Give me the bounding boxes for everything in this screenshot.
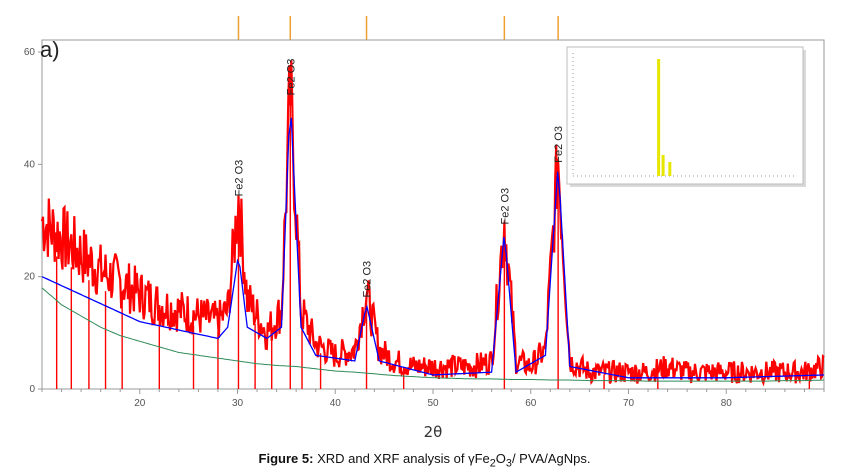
- inset-frame: [566, 46, 804, 185]
- caption-text-before: XRD and XRF analysis of γFe: [313, 451, 490, 466]
- reference-markers: [237, 16, 559, 40]
- peak-label-2: Fe2 O3: [362, 261, 374, 298]
- series-blue-line: [41, 117, 824, 379]
- y-tick-label: 60: [24, 47, 36, 58]
- caption-label: Figure 5:: [258, 451, 314, 466]
- y-axis: 0 20 40 60: [24, 47, 42, 395]
- panel-label: a): [40, 37, 60, 62]
- y-tick-label: 40: [24, 159, 36, 170]
- figure-caption: Figure 5: XRD and XRF analysis of γFe2O3…: [0, 451, 849, 470]
- peak-labels: Fe2 O3 Fe2 O3 Fe2 O3 Fe2 O3 Fe2 O3: [233, 59, 565, 298]
- x-axis-label: 2θ: [424, 423, 443, 441]
- x-tick-label: 40: [330, 398, 342, 409]
- series-green-line: [41, 287, 825, 382]
- inset-bar-1: [661, 154, 665, 176]
- x-tick-label: 70: [623, 398, 635, 409]
- caption-text-mid: O: [495, 451, 506, 466]
- peak-label-4: Fe2 O3: [553, 126, 565, 163]
- x-tick-label: 80: [721, 398, 733, 409]
- inset-bar-2: [668, 161, 672, 176]
- x-axis: 20 30 40 50 60 70 80: [41, 389, 825, 409]
- x-tick-label: 20: [134, 398, 146, 409]
- series-lines: [40, 60, 825, 387]
- x-tick-label: 50: [427, 398, 439, 409]
- inset-bar-0: [657, 59, 661, 176]
- caption-sub-1: 2: [489, 457, 496, 470]
- peak-label-1: Fe2 O3: [285, 59, 297, 96]
- caption-text-after: / PVA/AgNps.: [511, 451, 591, 466]
- caption-sub-2: 3: [505, 457, 512, 470]
- peak-label-0: Fe2 O3: [233, 160, 245, 197]
- y-tick-label: 20: [24, 272, 36, 283]
- x-tick-label: 60: [525, 398, 537, 409]
- xrf-inset: [566, 46, 806, 187]
- series-red-line: [40, 60, 825, 387]
- y-tick-label: 0: [29, 384, 35, 395]
- x-tick-label: 30: [232, 398, 244, 409]
- peak-label-3: Fe2 O3: [499, 188, 511, 225]
